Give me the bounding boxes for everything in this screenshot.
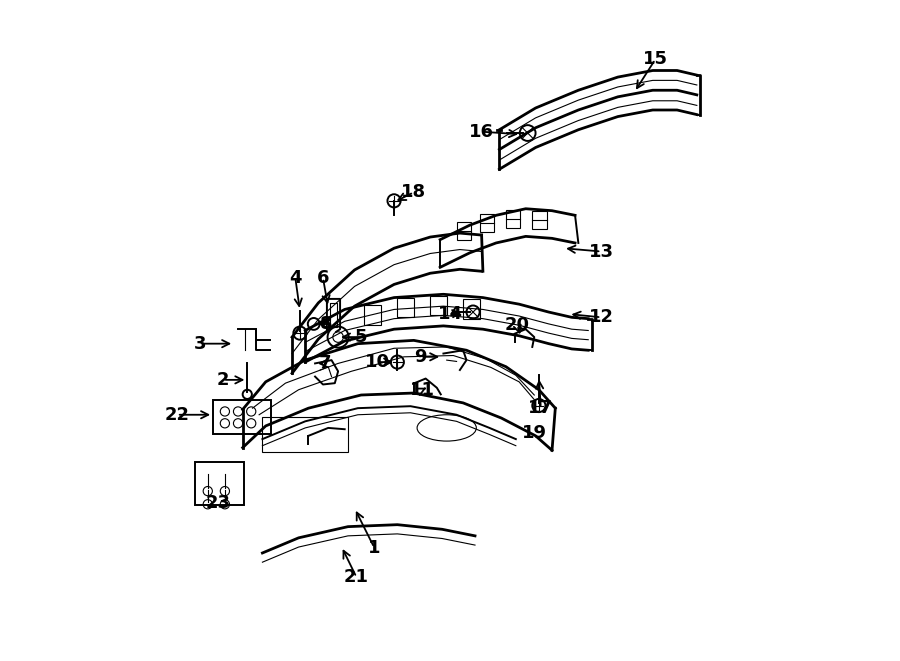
Text: 17: 17 (528, 399, 554, 417)
Bar (364, 305, 381, 325)
Bar (194, 462, 244, 505)
Text: 6: 6 (317, 269, 329, 287)
Text: 11: 11 (410, 381, 435, 399)
Text: 8: 8 (320, 315, 333, 333)
Text: 1: 1 (368, 539, 381, 557)
Bar (532, 211, 547, 229)
Text: 2: 2 (217, 371, 230, 389)
Bar (430, 295, 446, 315)
Text: 21: 21 (344, 568, 369, 586)
Text: 23: 23 (206, 494, 230, 512)
Text: 7: 7 (319, 354, 331, 372)
Bar (397, 297, 414, 317)
Bar (464, 299, 480, 319)
Text: 16: 16 (469, 123, 494, 141)
Text: 10: 10 (365, 353, 390, 371)
Text: 12: 12 (589, 308, 614, 327)
Bar (456, 222, 471, 241)
Text: 18: 18 (401, 183, 427, 201)
Text: 4: 4 (289, 269, 302, 287)
Bar (506, 210, 520, 229)
Text: 9: 9 (414, 348, 427, 366)
Bar (263, 417, 348, 451)
Bar (480, 214, 494, 233)
Text: 3: 3 (194, 334, 206, 353)
Text: 22: 22 (165, 406, 189, 424)
Text: 20: 20 (505, 316, 529, 334)
Text: 14: 14 (437, 305, 463, 323)
Text: 15: 15 (643, 50, 668, 68)
Text: 13: 13 (589, 243, 614, 260)
Bar (213, 400, 271, 434)
Text: 19: 19 (522, 424, 547, 442)
Text: 5: 5 (355, 328, 367, 346)
